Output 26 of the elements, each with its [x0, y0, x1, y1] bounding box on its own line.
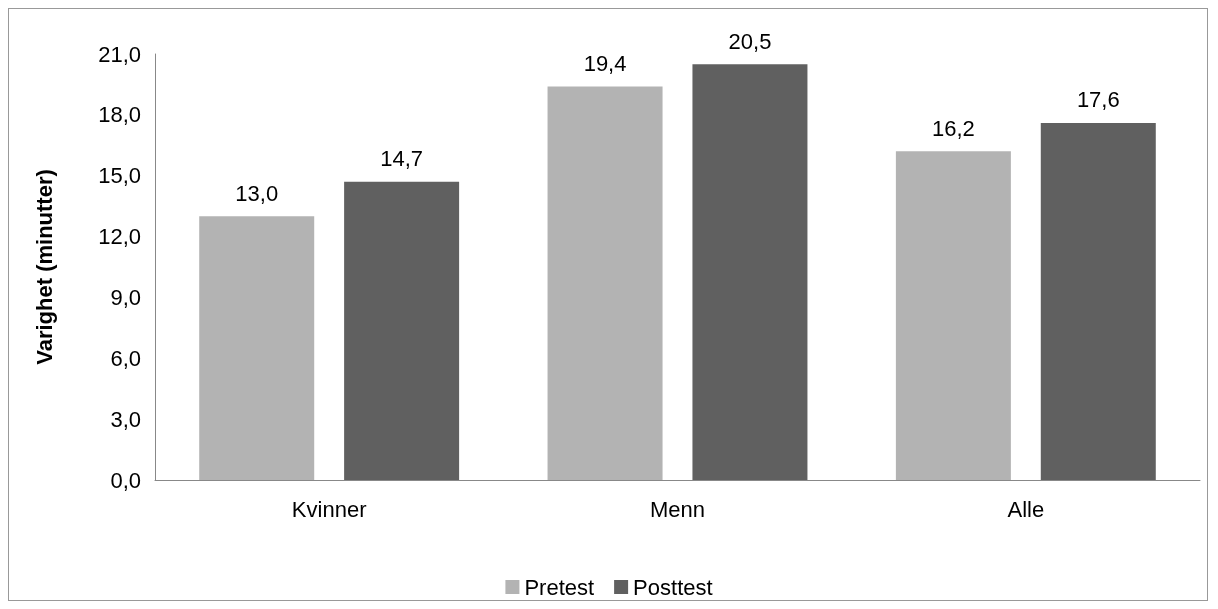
y-tick-label: 9,0 — [110, 284, 141, 310]
bar — [199, 216, 315, 480]
bar — [344, 181, 460, 480]
bar — [547, 86, 663, 480]
bar — [692, 64, 808, 480]
data-label: 19,4 — [583, 50, 627, 76]
y-tick-label: 18,0 — [98, 102, 141, 128]
x-tick-label: Menn — [649, 496, 706, 522]
y-axis-title: Varighet (minutter) — [31, 169, 57, 365]
legend-label: Pretest — [524, 574, 595, 600]
legend-label: Posttest — [633, 574, 713, 600]
y-tick-label: 6,0 — [110, 345, 141, 371]
data-label: 13,0 — [235, 180, 279, 206]
x-tick-label: Alle — [1007, 496, 1045, 522]
y-tick-label: 3,0 — [110, 406, 141, 432]
y-tick-label: 12,0 — [98, 224, 141, 250]
data-label: 14,7 — [380, 146, 424, 172]
y-tick-label: 15,0 — [98, 163, 141, 189]
bar — [895, 151, 1011, 480]
data-label: 16,2 — [931, 115, 975, 141]
y-tick-label: 0,0 — [110, 467, 141, 493]
data-label: 20,5 — [728, 28, 772, 54]
data-label: 17,6 — [1076, 87, 1120, 113]
bar — [1040, 122, 1156, 480]
y-tick-label: 21,0 — [98, 41, 141, 67]
x-tick-label: Kvinner — [291, 496, 367, 522]
